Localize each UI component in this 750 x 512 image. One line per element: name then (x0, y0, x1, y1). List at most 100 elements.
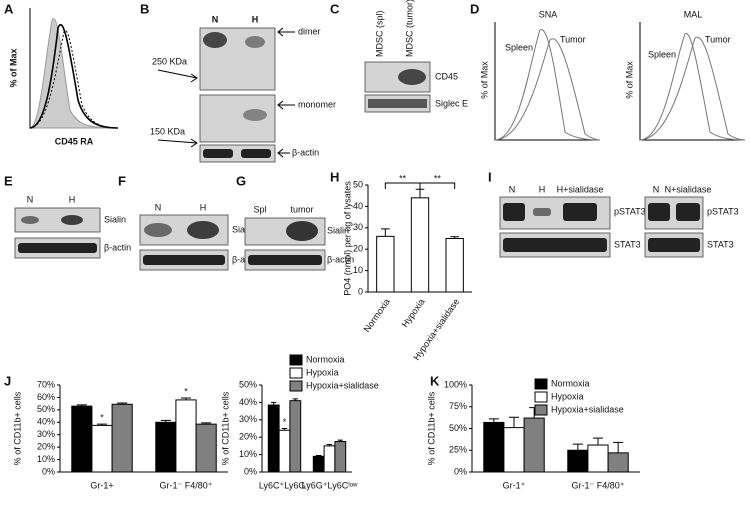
annotation: * (184, 386, 188, 396)
error-bar (76, 404, 87, 407)
band (503, 203, 525, 221)
y-label: PO4 (nmol) per ug of lysates (342, 181, 352, 296)
annotation: * (283, 417, 287, 427)
legend-label: Hypoxia (306, 367, 339, 377)
bar (334, 441, 347, 473)
band (203, 32, 227, 48)
y-label: % of CD11b+ cells (426, 391, 436, 465)
arrows (157, 27, 295, 158)
band (286, 221, 318, 241)
band (241, 149, 271, 158)
band (144, 223, 172, 237)
band (368, 99, 427, 108)
band-label: pSTAT3 (614, 206, 646, 216)
band-label: Sialin (232, 224, 254, 234)
panel-c: MDSC (spl) MDSC (tumor) CD45 Siglec E (364, 0, 468, 113)
band-label: STAT3 (707, 239, 734, 249)
lane: MDSC (tumor) (404, 0, 414, 57)
error-bar (316, 454, 322, 457)
legend-swatch (289, 354, 303, 366)
error-bar (292, 398, 298, 401)
blot (199, 94, 276, 143)
error-bar (201, 422, 212, 425)
y-tick-label: 60% (37, 392, 55, 402)
band (563, 203, 597, 221)
y-tick-label: 100% (444, 379, 467, 389)
plot-title: MAL (684, 9, 703, 19)
bar (445, 238, 464, 293)
legend-label: Hypoxia (551, 391, 584, 401)
x-tick-label: Hypoxia (400, 297, 427, 329)
lane: N (509, 184, 516, 194)
band (187, 221, 219, 239)
error-bar (381, 228, 390, 237)
error-bar (160, 419, 171, 423)
x-tick-label: Normoxia (362, 297, 392, 334)
letter: D (470, 1, 479, 16)
y-tick-label: 30 (353, 222, 363, 232)
annotation: * (100, 413, 104, 423)
y-label: % of Max (624, 61, 634, 99)
curve-label: Spleen (648, 49, 676, 59)
error-bar (450, 236, 459, 239)
x-label: CD45 RA (55, 136, 94, 146)
legend-swatch (534, 404, 548, 416)
y-label: % of CD11b+ cells (220, 391, 230, 465)
curve-label: Tumor (705, 34, 731, 44)
band-label: Sialin (104, 214, 126, 224)
panel-d: SNA % of Max Spleen Tumor MAL % of Max S… (479, 9, 746, 141)
legend-label: Normoxia (306, 354, 345, 364)
legend-swatch (289, 380, 303, 392)
plot-title: SNA (539, 9, 558, 19)
error-bar (488, 418, 499, 423)
y-tick-label: 40% (37, 417, 55, 427)
bar (503, 427, 525, 473)
y-tick-label: 25% (449, 445, 467, 455)
x-tick-label: Gr-1⁻ F4/80⁺ (571, 480, 624, 490)
error-bar (415, 188, 425, 198)
letter: I (488, 169, 492, 184)
error-bar (572, 443, 583, 451)
y-tick-label: 50 (353, 179, 363, 189)
letter: K (430, 373, 440, 388)
isotype-curve (29, 18, 119, 129)
lane: tumor (290, 204, 313, 214)
letter: C (330, 1, 340, 16)
lane: N (212, 14, 219, 24)
band (398, 69, 426, 85)
error-bar (613, 441, 624, 453)
legend-label: Hypoxia+sialidase (306, 380, 379, 390)
x-tick-label: Gr-1⁺ (503, 480, 526, 490)
band-label: CD45 (435, 71, 458, 81)
error-bar (271, 401, 277, 406)
y-tick-label: 0% (454, 466, 467, 476)
lane: H (252, 14, 259, 24)
band (243, 109, 267, 121)
error-bar (96, 423, 108, 426)
band-label: β-actin (292, 147, 319, 157)
y-tick-label: 0 (358, 286, 363, 296)
y-tick-label: 50% (37, 404, 55, 414)
bar (410, 197, 430, 293)
band (648, 203, 670, 221)
band (533, 208, 551, 216)
y-tick-label: 30% (239, 414, 257, 424)
band-label: monomer (298, 99, 336, 109)
letter: F (118, 173, 126, 188)
error-bar (592, 437, 604, 446)
band (245, 36, 265, 48)
lane: H (539, 184, 546, 194)
y-tick-label: 70% (37, 379, 55, 389)
y-tick-label: 0% (42, 466, 55, 476)
y-tick-label: 20% (239, 432, 257, 442)
band (21, 216, 39, 224)
panel-letters: A B C D E F G H I J K (4, 1, 492, 388)
band-label: dimer (298, 26, 321, 36)
error-bar (180, 397, 192, 400)
lane: N+sialidase (665, 184, 712, 194)
error-bar (337, 439, 343, 442)
y-label: % of Max (8, 48, 18, 87)
y-label: % of CD11b+ cells (12, 391, 22, 465)
band-label: Sialin (327, 225, 349, 235)
curve (639, 33, 746, 141)
